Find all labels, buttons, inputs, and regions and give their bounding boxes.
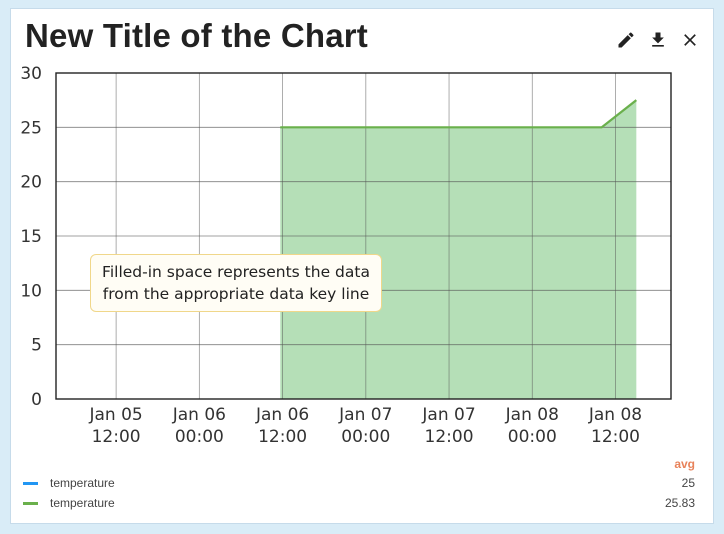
series-line [280,99,637,129]
tooltip-line-2: from the appropriate data key line [102,285,370,303]
legend-item[interactable]: temperature 25.83 [11,495,715,513]
legend-avg-value: 25.83 [664,496,695,510]
x-tick-label: 12:00 [258,427,307,447]
x-tick-label: Jan 07 [421,405,475,425]
x-tick-label: 12:00 [92,427,141,447]
x-tick-label: Jan 06 [255,405,309,425]
x-tick-label: Jan 05 [88,405,142,425]
y-tick-label: 0 [31,390,42,410]
y-tick-label: 25 [20,118,42,138]
legend-item[interactable]: temperature 25 [11,475,715,493]
y-tick-label: 30 [20,64,42,84]
close-icon [684,34,696,46]
x-tick-label: 12:00 [591,427,640,447]
legend-swatch [23,482,38,485]
legend-avg-value: 25 [681,476,695,490]
edit-button[interactable] [615,29,637,51]
legend-label: temperature [50,476,115,490]
x-tick-label: 12:00 [425,427,474,447]
x-tick-label: Jan 06 [172,405,226,425]
x-tick-label: 00:00 [341,427,390,447]
legend-swatch [23,502,38,505]
y-tick-label: 5 [31,336,42,356]
legend-label: temperature [50,496,115,510]
x-tick-label: Jan 08 [505,405,559,425]
series-area [280,100,637,400]
widget-toolbar [615,29,701,51]
close-button[interactable] [679,29,701,51]
x-tick-label: 00:00 [175,427,224,447]
y-tick-label: 20 [20,173,42,193]
legend-avg-header: avg [674,457,695,471]
pencil-icon [618,32,634,48]
y-tick-label: 15 [20,227,42,247]
download-icon [652,32,664,47]
annotation-tooltip: Filled-in space represents the data from… [90,254,382,312]
x-tick-label: Jan 08 [588,405,642,425]
y-tick-label: 10 [20,281,42,301]
chart-widget: New Title of the Chart 0 5 10 15 20 25 30 Jan 0… [10,8,714,524]
x-tick-label: 00:00 [508,427,557,447]
x-tick-label: Jan 07 [338,405,392,425]
tooltip-line-1: Filled-in space represents the data [102,263,370,281]
chart-title: New Title of the Chart [25,17,368,54]
download-button[interactable] [647,29,669,51]
plot-frame [55,72,672,400]
